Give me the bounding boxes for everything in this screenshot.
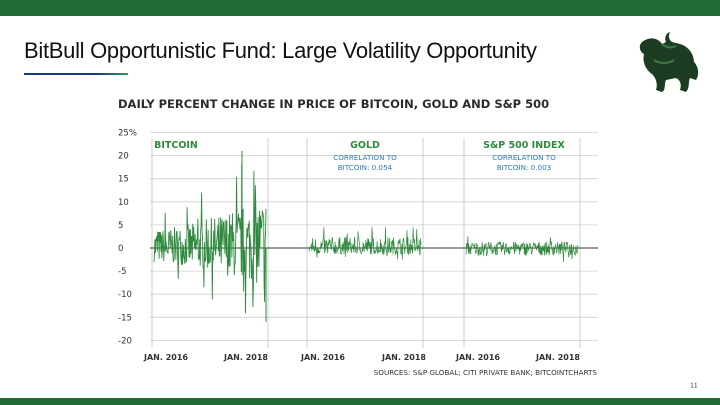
y-tick-label: 20 [118, 152, 129, 162]
y-tick-label: -15 [118, 313, 132, 323]
y-tick-label: 25% [118, 129, 137, 139]
panel-name: BITCOIN [154, 140, 198, 151]
correlation-value: BITCOIN: 0.054 [338, 163, 393, 172]
y-tick-label: -10 [118, 290, 132, 300]
slide-title: BitBull Opportunistic Fund: Large Volati… [24, 38, 537, 63]
y-tick-label: -20 [118, 336, 132, 346]
series-line-gold [308, 227, 422, 260]
title-underline [24, 73, 128, 75]
correlation-label: CORRELATION TO [333, 153, 397, 162]
grid [150, 132, 598, 348]
bull-icon [639, 32, 699, 92]
y-tick-label: 0 [118, 244, 123, 254]
x-tick-label: JAN. 2018 [381, 353, 426, 362]
panel-name: GOLD [350, 140, 380, 151]
x-tick-label: JAN. 2016 [143, 353, 188, 362]
bottom-band [0, 398, 720, 405]
x-tick-label: JAN. 2018 [223, 353, 268, 362]
y-tick-label: 15 [118, 175, 129, 185]
chart-source: SOURCES: S&P GLOBAL; CITI PRIVATE BANK; … [374, 368, 598, 377]
correlation-value: BITCOIN: 0.003 [497, 163, 551, 172]
top-band [0, 0, 720, 16]
correlation-label: CORRELATION TO [492, 153, 556, 162]
series-line-bitcoin [153, 163, 267, 314]
series-traces [153, 150, 579, 322]
y-tick-label: 10 [118, 198, 129, 208]
volatility-chart: DAILY PERCENT CHANGE IN PRICE OF BITCOIN… [118, 97, 598, 377]
chart-title: DAILY PERCENT CHANGE IN PRICE OF BITCOIN… [118, 97, 549, 111]
y-tick-label: -5 [118, 267, 126, 277]
x-tick-label: JAN. 2016 [300, 353, 345, 362]
panel-name: S&P 500 INDEX [483, 140, 565, 151]
x-tick-label: JAN. 2016 [455, 353, 500, 362]
series-line-s-p-500-index [465, 236, 579, 262]
x-tick-label: JAN. 2018 [535, 353, 580, 362]
page-number: 11 [690, 381, 698, 390]
y-tick-label: 5 [118, 221, 123, 231]
chart-labels: 25% 20 15 10 5 0 -5 -10 -15 -20 BITCOIN JAN. 2016 JA… [118, 129, 580, 363]
